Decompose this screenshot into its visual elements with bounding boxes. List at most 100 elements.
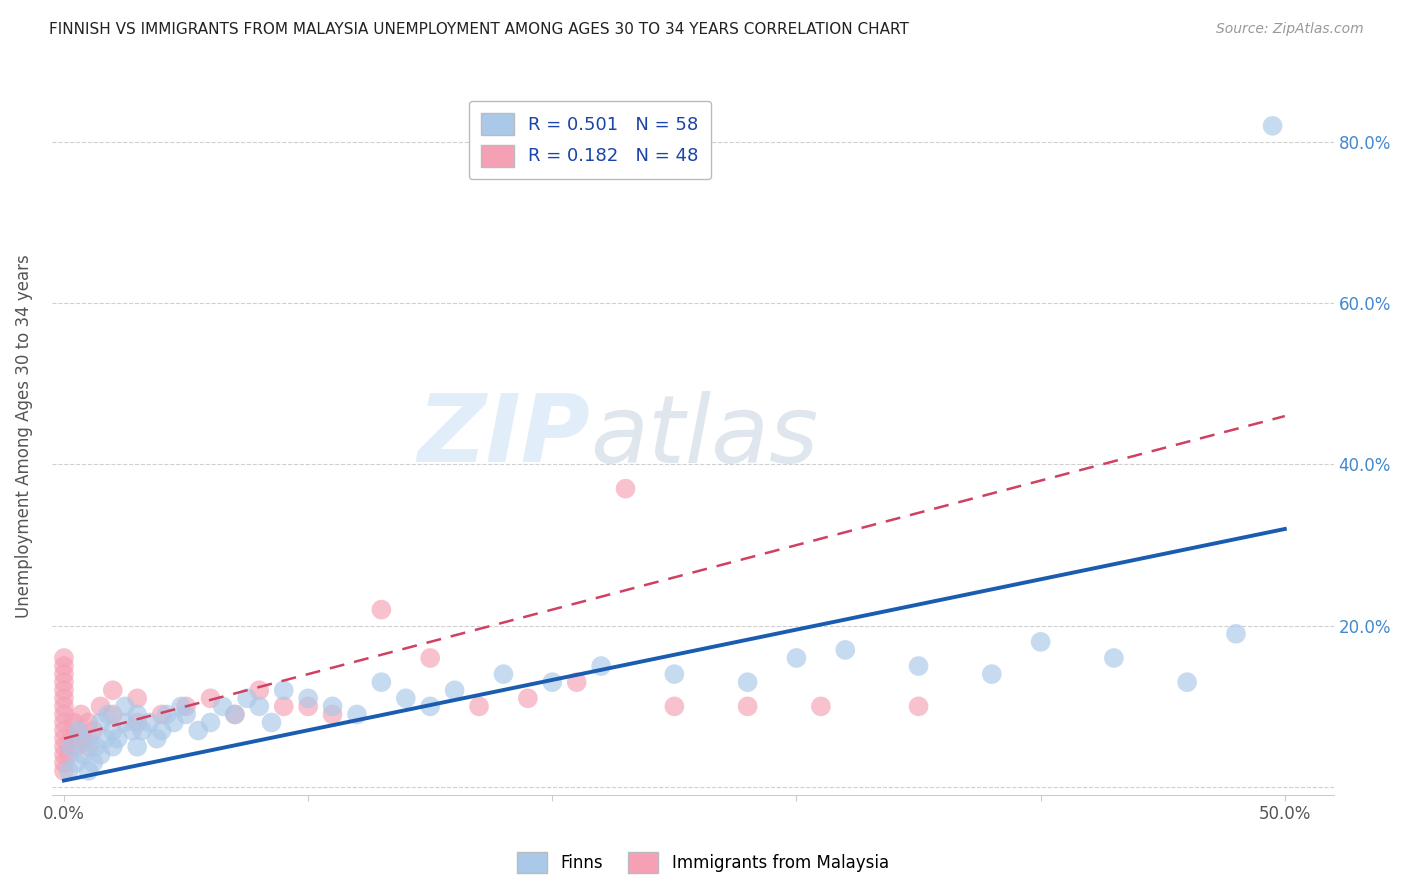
Point [187, 723, 209, 738]
Point [67, 723, 90, 738]
Point [67, 723, 90, 738]
Point [94, 731, 117, 746]
Point [52, 707, 75, 722]
Point [60, 739, 83, 754]
Point [468, 699, 491, 714]
Point [145, 731, 167, 746]
Point [90, 747, 112, 762]
Point [907, 659, 929, 673]
Point [101, 739, 124, 754]
Point [443, 683, 465, 698]
Point [150, 707, 173, 722]
Point [114, 715, 136, 730]
Legend: Finns, Immigrants from Malaysia: Finns, Immigrants from Malaysia [510, 846, 896, 880]
Point [52, 764, 75, 778]
Point [65, 739, 87, 754]
Point [907, 699, 929, 714]
Point [52, 723, 75, 738]
Point [82, 723, 104, 738]
Point [492, 667, 515, 681]
Legend: R = 0.501   N = 58, R = 0.182   N = 48: R = 0.501 N = 58, R = 0.182 N = 48 [468, 101, 711, 179]
Point [224, 707, 246, 722]
Point [52, 691, 75, 706]
Point [322, 707, 344, 722]
Point [114, 699, 136, 714]
Point [127, 707, 149, 722]
Point [52, 715, 75, 730]
Point [810, 699, 832, 714]
Y-axis label: Unemployment Among Ages 30 to 34 years: Unemployment Among Ages 30 to 34 years [15, 254, 32, 618]
Point [664, 699, 686, 714]
Point [72, 731, 94, 746]
Text: ZIP: ZIP [418, 391, 591, 483]
Point [163, 715, 186, 730]
Point [370, 675, 392, 690]
Point [224, 707, 246, 722]
Point [1029, 635, 1052, 649]
Point [77, 764, 100, 778]
Point [247, 699, 270, 714]
Point [516, 691, 538, 706]
Point [97, 707, 120, 722]
Point [101, 723, 124, 738]
Point [58, 764, 80, 778]
Point [346, 707, 368, 722]
Point [65, 756, 87, 770]
Point [785, 651, 807, 665]
Point [58, 747, 80, 762]
Point [150, 723, 173, 738]
Point [52, 756, 75, 770]
Point [121, 723, 143, 738]
Point [419, 699, 441, 714]
Point [834, 643, 856, 657]
Point [297, 691, 319, 706]
Text: atlas: atlas [591, 391, 818, 482]
Point [419, 651, 441, 665]
Point [980, 667, 1002, 681]
Point [273, 683, 295, 698]
Point [90, 715, 112, 730]
Point [273, 699, 295, 714]
Point [565, 675, 588, 690]
Point [1175, 675, 1198, 690]
Point [77, 715, 100, 730]
Point [370, 602, 392, 616]
Point [60, 731, 83, 746]
Text: FINNISH VS IMMIGRANTS FROM MALAYSIA UNEMPLOYMENT AMONG AGES 30 TO 34 YEARS CORRE: FINNISH VS IMMIGRANTS FROM MALAYSIA UNEM… [49, 22, 910, 37]
Point [170, 699, 193, 714]
Point [322, 699, 344, 714]
Point [737, 675, 759, 690]
Point [107, 731, 129, 746]
Point [247, 683, 270, 698]
Point [127, 691, 149, 706]
Point [1225, 627, 1247, 641]
Point [70, 707, 93, 722]
Point [138, 715, 160, 730]
Point [82, 756, 104, 770]
Point [211, 699, 233, 714]
Point [200, 715, 222, 730]
Point [174, 699, 197, 714]
Point [591, 659, 613, 673]
Point [52, 747, 75, 762]
Point [297, 699, 319, 714]
Point [52, 683, 75, 698]
Point [52, 659, 75, 673]
Point [664, 667, 686, 681]
Point [260, 715, 283, 730]
Point [52, 667, 75, 681]
Point [52, 699, 75, 714]
Point [72, 747, 94, 762]
Point [52, 651, 75, 665]
Point [52, 739, 75, 754]
Point [737, 699, 759, 714]
Text: Source: ZipAtlas.com: Source: ZipAtlas.com [1216, 22, 1364, 37]
Point [52, 675, 75, 690]
Point [614, 482, 637, 496]
Point [101, 707, 124, 722]
Point [84, 739, 107, 754]
Point [174, 707, 197, 722]
Point [1261, 119, 1284, 133]
Point [90, 699, 112, 714]
Point [395, 691, 418, 706]
